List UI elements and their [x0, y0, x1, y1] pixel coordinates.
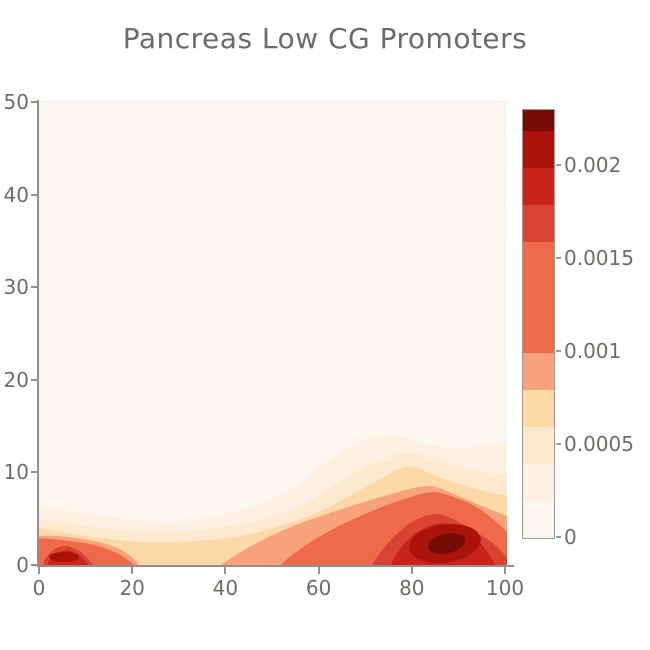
colorbar-band-2: [523, 168, 554, 205]
x-axis-line: [37, 565, 514, 567]
y-tick-30: [31, 286, 38, 289]
colorbar-band-4: [523, 242, 554, 353]
y-tick-label-50: 50: [3, 90, 29, 114]
colorbar-tick-0.002: [556, 164, 561, 166]
colorbar-band-1: [523, 131, 554, 168]
colorbar-tick-label-0.0005: 0.0005: [564, 432, 634, 456]
x-tick-label-60: 60: [305, 576, 332, 600]
x-tick-80: [410, 567, 413, 574]
x-tick-0: [38, 567, 40, 574]
x-tick-20: [131, 567, 134, 574]
y-tick-20: [31, 378, 38, 381]
y-tick-40: [31, 193, 38, 196]
colorbar-tick-label-0.001: 0.001: [564, 339, 622, 363]
colorbar-band-7: [523, 427, 554, 464]
x-tick-label-100: 100: [485, 576, 525, 600]
x-tick-60: [317, 567, 320, 574]
y-tick-label-20: 20: [3, 367, 29, 392]
colorbar-tick-0.001: [556, 350, 561, 352]
x-tick-label-0: 0: [32, 576, 46, 600]
y-tick-label-0: 0: [16, 553, 29, 577]
y-tick-label-40: 40: [3, 182, 29, 207]
colorbar-band-3: [523, 205, 554, 242]
colorbar-tick-0: [556, 536, 561, 538]
colorbar-tick-label-0.0015: 0.0015: [564, 246, 634, 270]
y-tick-label-10: 10: [3, 460, 29, 485]
y-tick-50: [31, 101, 38, 103]
colorbar-tick-label-0.002: 0.002: [564, 153, 622, 177]
colorbar-band-9: [523, 501, 554, 538]
x-tick-label-40: 40: [212, 576, 239, 600]
contour-band-level9-main-core: [427, 533, 466, 554]
colorbar-tick-label-0: 0: [564, 525, 577, 549]
colorbar-band-8: [523, 464, 554, 501]
y-tick-label-30: 30: [3, 275, 29, 300]
y-tick-10: [31, 471, 38, 474]
x-tick-40: [224, 567, 227, 574]
y-tick-0: [31, 564, 38, 566]
chart-title: Pancreas Low CG Promoters: [122, 22, 528, 55]
y-axis-line: [37, 100, 39, 567]
x-tick-label-80: 80: [399, 576, 425, 600]
contour-band-level8-left-core: [49, 552, 79, 562]
colorbar-band-0: [523, 110, 554, 131]
contour-plot: [39, 100, 507, 565]
colorbar-tick-0.0005: [556, 443, 561, 445]
x-tick-label-20: 20: [119, 576, 145, 600]
colorbar-band-6: [523, 390, 554, 427]
colorbar-band-5: [523, 353, 554, 390]
colorbar: [522, 109, 555, 539]
colorbar-tick-0.0015: [556, 257, 561, 259]
x-tick-100: [504, 567, 506, 574]
